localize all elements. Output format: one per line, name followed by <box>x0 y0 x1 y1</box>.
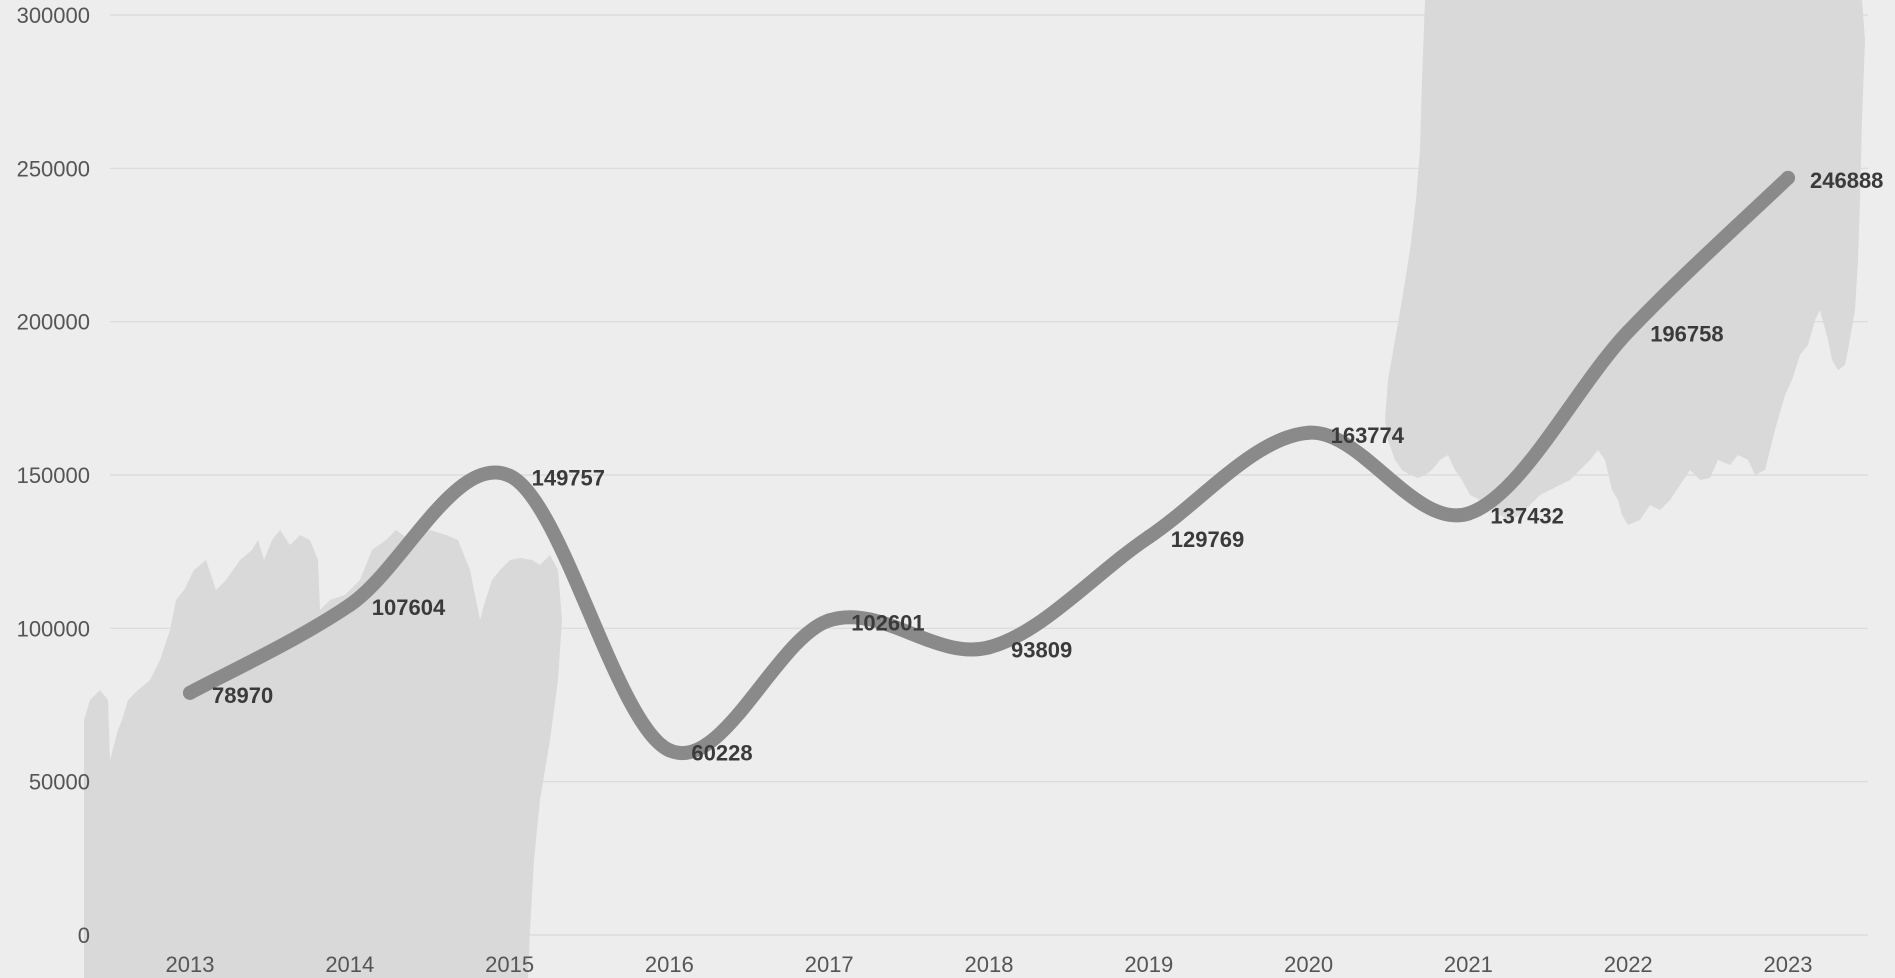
series-line <box>183 170 1795 760</box>
x-tick-label: 2016 <box>645 952 694 977</box>
x-tick-label: 2017 <box>805 952 854 977</box>
y-tick-label: 300000 <box>17 3 90 28</box>
x-tick-label: 2015 <box>485 952 534 977</box>
x-tick-label: 2023 <box>1764 952 1813 977</box>
data-point <box>183 685 197 700</box>
x-tick-label: 2020 <box>1284 952 1333 977</box>
brush-decoration-right <box>1385 0 1865 525</box>
data-label: 137432 <box>1490 504 1563 529</box>
data-label: 102601 <box>851 610 924 635</box>
series <box>183 170 1795 760</box>
x-tick-label: 2021 <box>1444 952 1493 977</box>
x-tick-label: 2022 <box>1604 952 1653 977</box>
data-point <box>1621 324 1636 339</box>
x-tick-label: 2018 <box>965 952 1014 977</box>
y-tick-label: 50000 <box>29 770 90 795</box>
x-tick-label: 2019 <box>1124 952 1173 977</box>
data-point <box>982 640 996 655</box>
y-tick-label: 0 <box>78 923 90 948</box>
y-axis: 0 50000 100000 150000 200000 250000 300000 <box>17 3 90 948</box>
data-label: 78970 <box>212 683 273 708</box>
data-label: 246888 <box>1810 168 1883 193</box>
x-axis: 2013 2014 2015 2016 2017 2018 2019 2020 2021 2022… <box>166 952 1813 977</box>
data-point <box>1141 530 1156 545</box>
data-point <box>1301 425 1316 440</box>
y-tick-label: 200000 <box>17 310 90 335</box>
data-label: 107604 <box>372 595 446 620</box>
data-point <box>662 743 677 758</box>
data-label: 163774 <box>1331 423 1405 448</box>
data-point <box>1781 170 1795 185</box>
data-label: 149757 <box>532 466 605 491</box>
data-label: 60228 <box>691 740 752 765</box>
brush-decoration-left <box>84 530 562 978</box>
gridlines <box>110 14 1868 936</box>
data-label: 129769 <box>1171 527 1244 552</box>
y-tick-label: 100000 <box>17 616 90 641</box>
x-tick-label: 2013 <box>166 952 215 977</box>
data-point <box>502 468 517 483</box>
data-labels: 78970 107604 149757 60228 102601 93809 129769 1… <box>212 168 1883 765</box>
x-tick-label: 2014 <box>325 952 374 977</box>
y-tick-label: 150000 <box>17 463 90 488</box>
data-point <box>342 598 357 613</box>
data-point <box>822 613 837 628</box>
y-tick-label: 250000 <box>17 156 90 181</box>
data-label: 196758 <box>1650 322 1723 347</box>
data-label: 93809 <box>1011 637 1072 662</box>
data-point <box>1461 506 1476 521</box>
